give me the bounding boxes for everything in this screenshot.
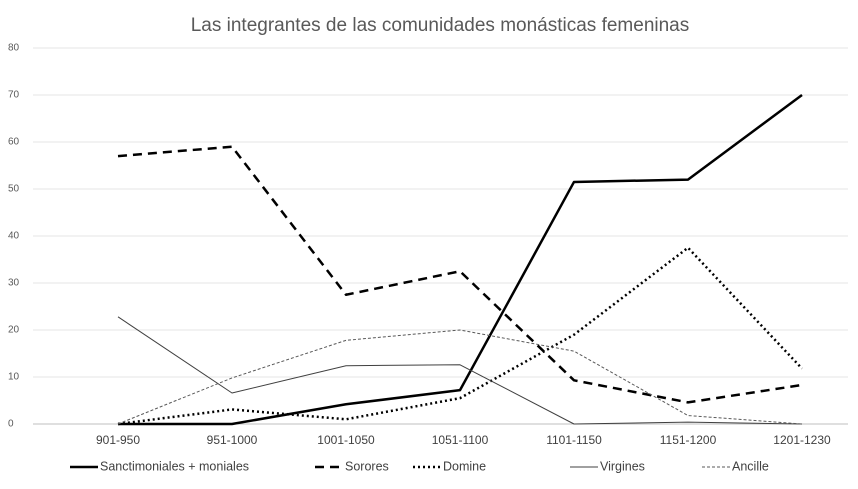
chart-title: Las integrantes de las comunidades monás… — [191, 15, 690, 36]
series-line — [117, 246, 803, 426]
y-tick-label: 80 — [8, 43, 20, 54]
legend-label: Ancille — [732, 459, 769, 473]
y-tick-label: 30 — [8, 278, 20, 289]
series-line — [117, 316, 803, 425]
series-line — [117, 329, 803, 425]
series-line — [118, 93, 803, 426]
legend-label: Domine — [443, 459, 486, 473]
x-tick-label: 1201-1230 — [773, 433, 831, 447]
y-tick-label: 0 — [8, 419, 14, 430]
y-tick-label: 60 — [8, 137, 20, 148]
x-tick-label: 901-950 — [96, 433, 140, 447]
x-tick-label: 951-1000 — [207, 433, 258, 447]
legend-label: Sorores — [345, 459, 389, 473]
legend-label: Sanctimoniales + moniales — [100, 459, 249, 473]
x-tick-label: 1001-1050 — [317, 433, 375, 447]
y-tick-label: 20 — [8, 325, 20, 336]
x-tick-label: 1101-1150 — [546, 433, 602, 447]
x-tick-label: 1051-1100 — [432, 433, 489, 447]
y-tick-label: 40 — [8, 231, 20, 242]
series-line — [117, 145, 803, 404]
y-tick-label: 50 — [8, 184, 20, 195]
x-tick-label: 1151-1200 — [660, 433, 717, 447]
legend-label: Virgines — [600, 459, 645, 473]
y-tick-label: 10 — [8, 372, 20, 383]
y-tick-label: 70 — [8, 90, 20, 101]
